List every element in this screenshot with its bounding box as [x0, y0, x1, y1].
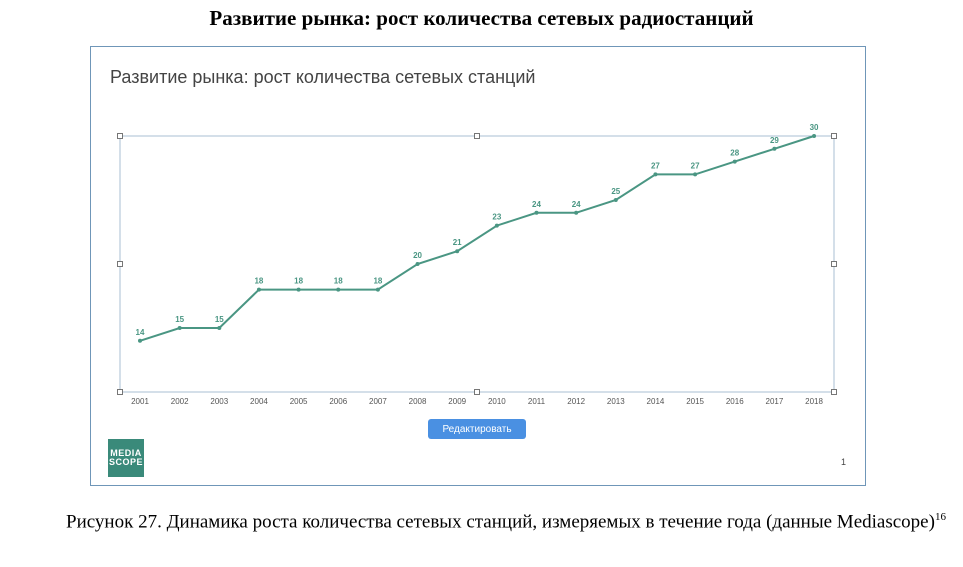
x-tick-label: 2008 — [409, 397, 427, 406]
data-point — [415, 262, 420, 266]
chart-widget: Развитие рынка: рост количества сетевых … — [90, 46, 866, 486]
resize-handle[interactable] — [474, 133, 480, 139]
data-label: 15 — [175, 315, 184, 324]
resize-handle[interactable] — [117, 133, 123, 139]
data-label: 18 — [334, 277, 343, 286]
data-point — [455, 249, 460, 254]
data-point — [177, 326, 182, 330]
caption-text: Рисунок 27. Динамика роста количества се… — [66, 511, 935, 533]
data-label: 15 — [215, 315, 224, 324]
x-tick-label: 2003 — [210, 397, 228, 406]
page-number: 1 — [841, 457, 847, 467]
footnote-ref: 16 — [934, 511, 946, 523]
data-label: 18 — [294, 277, 303, 286]
x-tick-label: 2004 — [250, 397, 268, 406]
data-point — [812, 134, 817, 138]
data-label: 27 — [651, 161, 660, 170]
chart-title: Развитие рынка: рост количества сетевых … — [110, 67, 536, 87]
x-tick-label: 2014 — [647, 397, 665, 406]
resize-handle[interactable] — [474, 389, 480, 395]
data-label: 21 — [453, 238, 462, 247]
document-title: Развитие рынка: рост количества сетевых … — [209, 6, 754, 30]
x-tick-label: 2010 — [488, 397, 506, 406]
data-label: 20 — [413, 251, 422, 260]
resize-handle[interactable] — [117, 389, 123, 395]
data-label: 18 — [254, 277, 263, 286]
data-point — [653, 172, 658, 177]
resize-handle[interactable] — [831, 133, 837, 139]
data-point — [693, 172, 698, 177]
x-tick-label: 2016 — [726, 397, 744, 406]
edit-button[interactable]: Редактировать — [428, 419, 526, 439]
data-point — [613, 198, 618, 202]
x-tick-label: 2013 — [607, 397, 625, 406]
x-tick-label: 2017 — [766, 397, 784, 406]
figure-caption: Рисунок 27. Динамика роста количества се… — [18, 506, 948, 533]
data-point — [296, 287, 301, 292]
data-label: 30 — [810, 123, 819, 132]
data-label: 29 — [770, 136, 779, 145]
resize-handle[interactable] — [831, 261, 837, 267]
data-label: 27 — [691, 161, 700, 170]
data-point — [138, 338, 142, 343]
data-point — [574, 210, 579, 215]
data-point — [772, 146, 777, 151]
data-point — [375, 287, 380, 292]
x-tick-label: 2009 — [448, 397, 466, 406]
data-label: 28 — [730, 149, 739, 158]
plot-selection-box — [119, 135, 835, 393]
x-tick-label: 2015 — [686, 397, 704, 406]
resize-handle[interactable] — [831, 389, 837, 395]
data-label: 25 — [611, 187, 620, 196]
mediascope-logo: MEDIA SCOPE — [108, 439, 144, 477]
data-label: 24 — [532, 200, 541, 209]
data-point — [336, 287, 341, 292]
line-chart: 14 2001 15 2002 15 2003 18 2004 18 2005 18 2006 18 20… — [117, 123, 837, 406]
data-label: 14 — [136, 328, 145, 337]
data-label: 18 — [373, 277, 382, 286]
x-tick-label: 2006 — [329, 397, 347, 406]
x-tick-label: 2012 — [567, 397, 585, 406]
data-point — [494, 223, 499, 228]
x-tick-label: 2002 — [171, 397, 189, 406]
data-point — [217, 326, 222, 330]
x-tick-label: 2001 — [131, 397, 149, 406]
x-tick-label: 2018 — [805, 397, 823, 406]
data-point — [534, 210, 539, 215]
x-tick-label: 2005 — [290, 397, 308, 406]
data-point — [732, 159, 737, 164]
data-label: 23 — [492, 213, 501, 222]
data-label: 24 — [572, 200, 581, 209]
x-tick-label: 2011 — [528, 397, 546, 406]
series-line — [139, 135, 815, 342]
x-tick-label: 2007 — [369, 397, 387, 406]
resize-handle[interactable] — [117, 261, 123, 267]
data-point — [256, 287, 261, 292]
